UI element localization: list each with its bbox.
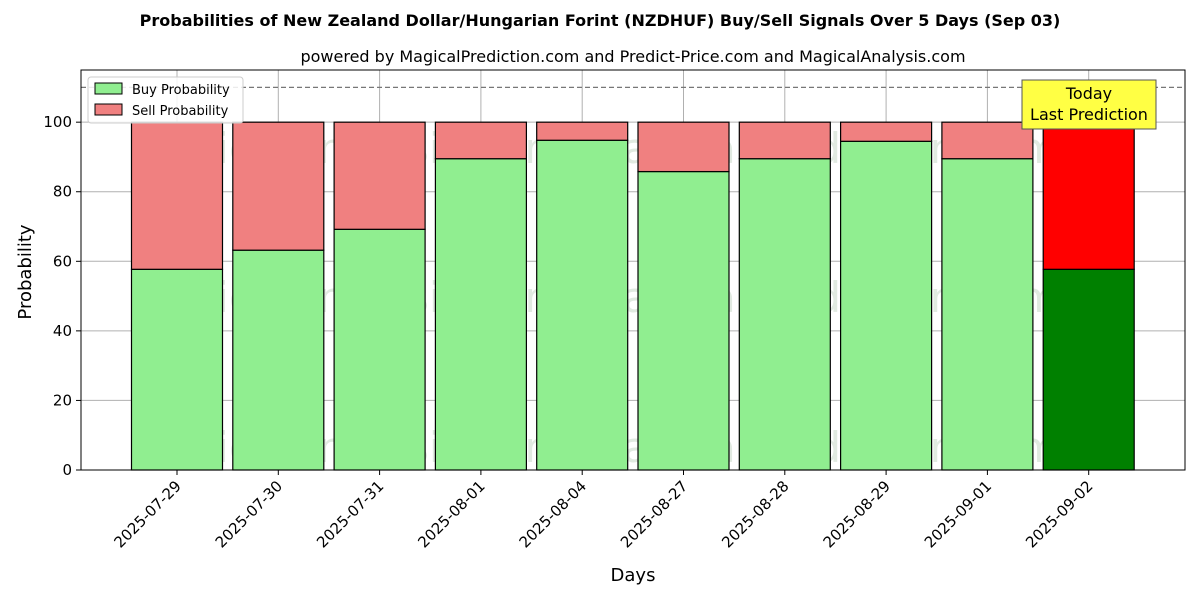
legend-swatch-buy [94,82,123,95]
bar-buy [1042,268,1135,471]
bar-buy [738,158,831,471]
legend: Buy Probability Sell Probability [87,76,244,124]
bar-sell [941,121,1034,160]
y-tick-label: 80 [53,183,72,201]
bar-sell [434,121,527,160]
bar-sell [130,121,224,270]
today-annotation-line1: Today [1065,84,1112,103]
bar-buy [130,268,224,471]
today-annotation-box [1021,79,1157,130]
legend-swatch-sell [94,103,123,116]
x-tick-label: 2025-08-04 [516,477,590,551]
y-axis-label: Probability [15,224,36,319]
bar-buy [536,139,629,471]
bar-sell [839,121,933,142]
legend-label-sell: Sell Probability [132,104,229,119]
bar-sell [232,121,325,251]
x-tick-label: 2025-09-02 [1022,477,1096,551]
bar-sell [637,121,730,173]
x-tick-label: 2025-07-29 [110,477,184,551]
bar-buy [232,249,325,471]
x-tick-label: 2025-08-28 [718,477,792,551]
bar-buy [839,140,933,471]
bar-buy [941,158,1034,471]
y-tick-label: 100 [43,113,72,131]
bars [130,121,1135,471]
bar-sell [738,121,831,160]
y-tick-label: 0 [62,461,72,479]
bar-buy [434,158,527,471]
x-tick-label: 2025-07-30 [212,477,286,551]
chart-title: Probabilities of New Zealand Dollar/Hung… [140,11,1061,30]
bar-buy [333,228,426,471]
x-tick-label: 2025-08-01 [414,477,488,551]
x-tick-label: 2025-07-31 [313,477,387,551]
x-tick-label: 2025-08-27 [617,477,691,551]
today-annotation-line2: Last Prediction [1030,105,1148,124]
bar-sell [536,121,629,141]
today-annotation: Today Last Prediction [1021,79,1157,130]
y-tick-label: 40 [53,322,72,340]
chart-subtitle: powered by MagicalPrediction.com and Pre… [300,47,965,66]
bar-buy [637,170,730,471]
y-tick-label: 20 [53,391,72,409]
x-axis-label: Days [611,565,656,586]
bar-sell [333,121,426,230]
legend-label-buy: Buy Probability [132,83,230,98]
bar-sell [1042,121,1135,270]
y-tick-label: 60 [53,252,72,270]
plot-frame [80,69,1186,471]
x-tick-label: 2025-08-29 [820,477,894,551]
x-tick-label: 2025-09-01 [921,477,995,551]
legend-frame [87,76,244,124]
